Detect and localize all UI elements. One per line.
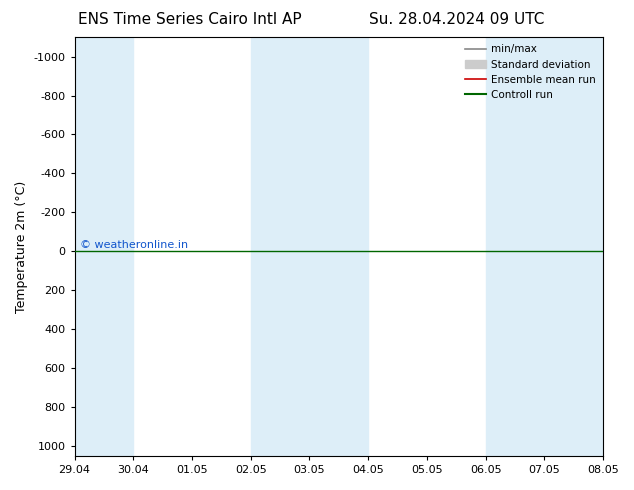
Text: © weatheronline.in: © weatheronline.in	[80, 240, 188, 250]
Bar	[251, 37, 368, 456]
Legend: min/max, Standard deviation, Ensemble mean run, Controll run: min/max, Standard deviation, Ensemble me…	[461, 40, 600, 104]
Y-axis label: Temperature 2m (°C): Temperature 2m (°C)	[15, 180, 28, 313]
Text: ENS Time Series Cairo Intl AP: ENS Time Series Cairo Intl AP	[79, 12, 302, 27]
Bar	[75, 37, 133, 456]
Text: Su. 28.04.2024 09 UTC: Su. 28.04.2024 09 UTC	[369, 12, 544, 27]
Bar	[486, 37, 603, 456]
